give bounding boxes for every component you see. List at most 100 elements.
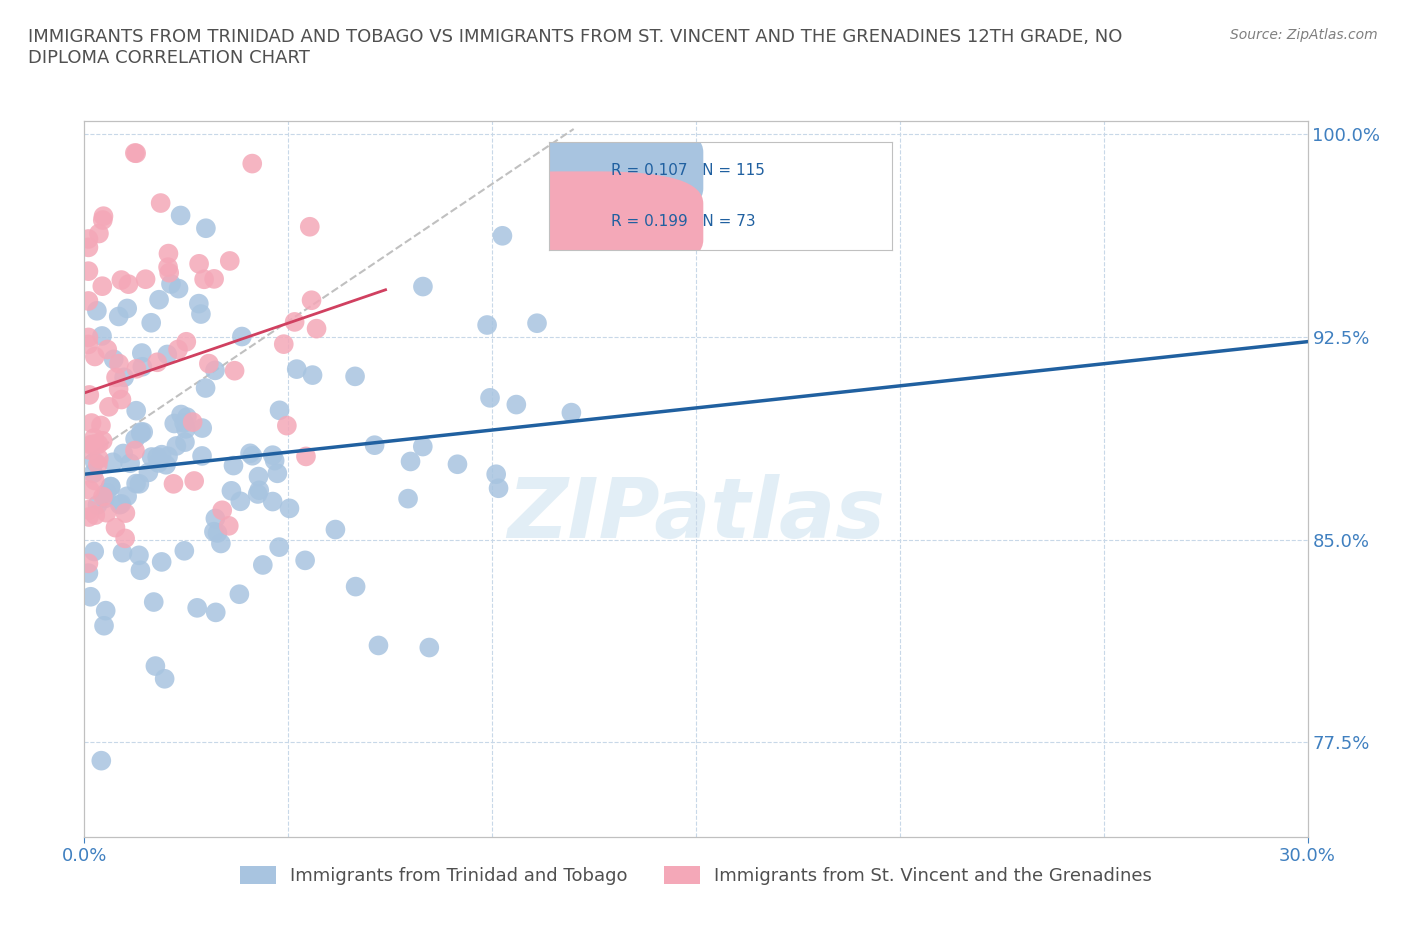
Immigrants from Trinidad and Tobago [83, 544, 105, 559]
Immigrants from St. Vincent and the Grenadines [295, 449, 318, 464]
Immigrants from St. Vincent and the Grenadines [83, 473, 105, 488]
Immigrants from Trinidad and Tobago [129, 563, 152, 578]
Immigrants from St. Vincent and the Grenadines [174, 334, 197, 349]
Immigrants from Trinidad and Tobago [221, 484, 243, 498]
Immigrants from St. Vincent and the Grenadines [110, 272, 132, 287]
Immigrants from Trinidad and Tobago [112, 446, 135, 461]
Immigrants from St. Vincent and the Grenadines [301, 293, 323, 308]
Immigrants from Trinidad and Tobago [262, 494, 284, 509]
Immigrants from Trinidad and Tobago [399, 454, 422, 469]
Immigrants from Trinidad and Tobago [169, 208, 191, 223]
Legend: Immigrants from Trinidad and Tobago, Immigrants from St. Vincent and the Grenadi: Immigrants from Trinidad and Tobago, Imm… [232, 858, 1160, 893]
Immigrants from Trinidad and Tobago [294, 553, 316, 568]
Immigrants from St. Vincent and the Grenadines [124, 146, 146, 161]
Immigrants from Trinidad and Tobago [231, 329, 253, 344]
Immigrants from St. Vincent and the Grenadines [91, 433, 114, 448]
Immigrants from St. Vincent and the Grenadines [114, 506, 136, 521]
Immigrants from Trinidad and Tobago [93, 618, 115, 633]
Immigrants from St. Vincent and the Grenadines [125, 146, 148, 161]
Immigrants from Trinidad and Tobago [173, 543, 195, 558]
Immigrants from Trinidad and Tobago [148, 292, 170, 307]
Immigrants from Trinidad and Tobago [485, 467, 508, 482]
Immigrants from Trinidad and Tobago [204, 604, 226, 619]
Immigrants from Trinidad and Tobago [150, 554, 173, 569]
Immigrants from Trinidad and Tobago [202, 525, 225, 539]
Immigrants from Trinidad and Tobago [131, 346, 153, 361]
Immigrants from Trinidad and Tobago [263, 453, 285, 468]
Immigrants from St. Vincent and the Grenadines [125, 362, 148, 377]
Immigrants from Trinidad and Tobago [120, 456, 142, 471]
Immigrants from Trinidad and Tobago [174, 421, 197, 436]
Text: Source: ZipAtlas.com: Source: ZipAtlas.com [1230, 28, 1378, 42]
Immigrants from Trinidad and Tobago [115, 489, 138, 504]
Immigrants from St. Vincent and the Grenadines [218, 254, 240, 269]
Immigrants from Trinidad and Tobago [560, 405, 582, 420]
Immigrants from St. Vincent and the Grenadines [77, 240, 100, 255]
Immigrants from Trinidad and Tobago [141, 315, 163, 330]
Immigrants from Trinidad and Tobago [412, 279, 434, 294]
Immigrants from St. Vincent and the Grenadines [149, 195, 172, 210]
Immigrants from Trinidad and Tobago [252, 557, 274, 572]
Immigrants from Trinidad and Tobago [160, 276, 183, 291]
Immigrants from Trinidad and Tobago [239, 445, 262, 460]
Immigrants from St. Vincent and the Grenadines [84, 508, 107, 523]
Immigrants from St. Vincent and the Grenadines [96, 505, 118, 520]
Immigrants from Trinidad and Tobago [285, 362, 308, 377]
Immigrants from Trinidad and Tobago [269, 539, 291, 554]
Immigrants from Trinidad and Tobago [222, 458, 245, 473]
Immigrants from St. Vincent and the Grenadines [298, 219, 321, 234]
Immigrants from Trinidad and Tobago [412, 439, 434, 454]
Immigrants from Trinidad and Tobago [150, 447, 173, 462]
Immigrants from St. Vincent and the Grenadines [183, 473, 205, 488]
Immigrants from Trinidad and Tobago [148, 456, 170, 471]
Immigrants from St. Vincent and the Grenadines [193, 272, 215, 286]
Immigrants from Trinidad and Tobago [491, 229, 513, 244]
Immigrants from Trinidad and Tobago [128, 476, 150, 491]
Immigrants from Trinidad and Tobago [83, 454, 105, 469]
Immigrants from Trinidad and Tobago [418, 640, 440, 655]
Immigrants from St. Vincent and the Grenadines [273, 337, 295, 352]
Immigrants from Trinidad and Tobago [344, 369, 367, 384]
Immigrants from St. Vincent and the Grenadines [188, 257, 211, 272]
Immigrants from St. Vincent and the Grenadines [80, 416, 103, 431]
Immigrants from Trinidad and Tobago [86, 303, 108, 318]
Immigrants from St. Vincent and the Grenadines [87, 451, 110, 466]
Immigrants from St. Vincent and the Grenadines [107, 381, 129, 396]
Immigrants from St. Vincent and the Grenadines [91, 489, 114, 504]
Immigrants from Trinidad and Tobago [165, 438, 187, 453]
Immigrants from St. Vincent and the Grenadines [83, 431, 105, 445]
Immigrants from St. Vincent and the Grenadines [284, 314, 307, 329]
Immigrants from St. Vincent and the Grenadines [87, 457, 110, 472]
Immigrants from Trinidad and Tobago [129, 425, 152, 440]
Immigrants from Trinidad and Tobago [269, 403, 291, 418]
Immigrants from Trinidad and Tobago [174, 434, 197, 449]
Immigrants from St. Vincent and the Grenadines [110, 392, 132, 407]
Immigrants from St. Vincent and the Grenadines [198, 356, 221, 371]
Immigrants from Trinidad and Tobago [100, 479, 122, 494]
Immigrants from St. Vincent and the Grenadines [79, 388, 101, 403]
Immigrants from Trinidad and Tobago [163, 416, 186, 431]
Immigrants from St. Vincent and the Grenadines [77, 232, 100, 246]
Immigrants from Trinidad and Tobago [107, 309, 129, 324]
Immigrants from Trinidad and Tobago [101, 455, 124, 470]
Immigrants from Trinidad and Tobago [115, 301, 138, 316]
Immigrants from St. Vincent and the Grenadines [117, 277, 139, 292]
Immigrants from Trinidad and Tobago [153, 671, 176, 686]
Immigrants from St. Vincent and the Grenadines [105, 370, 128, 385]
Immigrants from Trinidad and Tobago [125, 404, 148, 418]
Immigrants from St. Vincent and the Grenadines [87, 226, 110, 241]
Immigrants from St. Vincent and the Grenadines [77, 510, 100, 525]
Immigrants from Trinidad and Tobago [396, 491, 419, 506]
Immigrants from Trinidad and Tobago [100, 479, 122, 494]
Immigrants from St. Vincent and the Grenadines [135, 272, 157, 286]
Immigrants from Trinidad and Tobago [173, 416, 195, 431]
Immigrants from Trinidad and Tobago [209, 536, 232, 551]
Immigrants from Trinidad and Tobago [124, 432, 146, 446]
Immigrants from St. Vincent and the Grenadines [124, 443, 146, 458]
Immigrants from St. Vincent and the Grenadines [104, 520, 127, 535]
Immigrants from Trinidad and Tobago [128, 548, 150, 563]
Immigrants from St. Vincent and the Grenadines [83, 349, 105, 364]
Immigrants from Trinidad and Tobago [79, 590, 101, 604]
Immigrants from Trinidad and Tobago [82, 466, 104, 481]
Immigrants from St. Vincent and the Grenadines [80, 437, 103, 452]
